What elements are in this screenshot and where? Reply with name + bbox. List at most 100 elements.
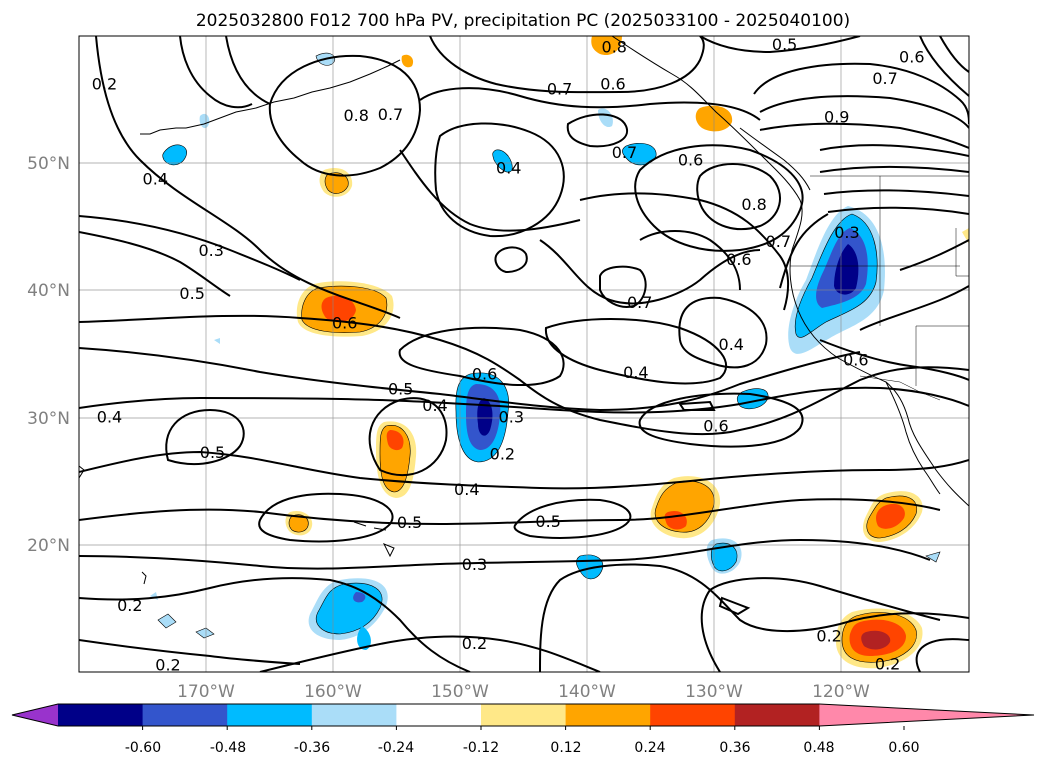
chart-title: 2025032800 F012 700 hPa PV, precipitatio… xyxy=(196,11,850,31)
precip-blob xyxy=(162,144,187,166)
contour-label: 0.8 xyxy=(602,37,627,56)
precip-blob xyxy=(834,244,859,295)
contour-label: 0.7 xyxy=(766,232,791,251)
precip-blob xyxy=(861,630,891,650)
contour-label: 0.3 xyxy=(499,408,524,427)
pv-contour xyxy=(95,36,401,319)
contour-label: 0.3 xyxy=(834,223,859,242)
contour-label: 0.8 xyxy=(343,106,368,125)
pv-contour xyxy=(823,189,969,197)
pv-contour xyxy=(678,296,768,369)
pv-contour xyxy=(634,144,804,252)
contour-label: 0.6 xyxy=(843,350,868,369)
precip-blob xyxy=(353,592,366,603)
colorbar-segment xyxy=(481,704,567,726)
pv-contour xyxy=(513,498,632,539)
contour-label: 0.7 xyxy=(378,105,403,124)
canada-coast xyxy=(739,127,811,191)
contour-label: 0.3 xyxy=(199,241,224,260)
pv-contour xyxy=(899,239,969,271)
precip-blob xyxy=(357,626,371,650)
pv-contour xyxy=(759,122,969,149)
colorbar-segment xyxy=(142,704,228,726)
pv-contour xyxy=(566,113,629,148)
pv-contour xyxy=(79,386,969,414)
pv-contour xyxy=(819,339,969,381)
pv-contour xyxy=(258,492,394,543)
contour-label: 0.5 xyxy=(200,443,225,462)
precip-blob xyxy=(710,542,738,572)
state-border xyxy=(790,175,969,386)
pv-contour xyxy=(579,192,790,311)
pv-contour xyxy=(539,239,761,305)
precip-blob xyxy=(876,503,905,529)
pv-contour xyxy=(939,36,969,73)
x-tick-label: 170°W xyxy=(177,682,235,702)
x-tick-label: 140°W xyxy=(558,682,616,702)
pv-contour xyxy=(165,408,245,466)
colorbar-tick-label: -0.60 xyxy=(125,740,161,756)
contour-label: 0.4 xyxy=(97,408,122,427)
pv-contour xyxy=(79,314,969,436)
graticule xyxy=(79,36,969,672)
contour-label: 0.7 xyxy=(627,293,652,312)
colorbar-tick-label: -0.36 xyxy=(294,740,330,756)
pv-contours xyxy=(79,36,969,672)
precip-blob xyxy=(925,551,941,563)
contour-label: 0.4 xyxy=(422,396,447,415)
contour-label: 0.4 xyxy=(623,363,648,382)
colorbar-segment xyxy=(650,704,736,726)
contour-label: 0.6 xyxy=(472,364,497,383)
precip-blob xyxy=(157,613,177,629)
map-background xyxy=(79,36,969,672)
contour-label: 0.2 xyxy=(117,596,142,615)
colorbar-tick-labels: -0.60 -0.48 -0.36 -0.24 -0.12 0.12 0.24 … xyxy=(125,740,920,756)
contour-label: 0.5 xyxy=(397,513,422,532)
x-tick-label: 120°W xyxy=(812,682,870,702)
contour-label: 0.6 xyxy=(332,313,357,332)
precip-blob xyxy=(321,295,356,323)
colorbar-tick-label: 0.12 xyxy=(550,740,581,756)
contour-label: 0.7 xyxy=(547,79,572,98)
pv-contour xyxy=(678,400,716,411)
mexico-border xyxy=(859,375,941,401)
pv-contour xyxy=(638,392,804,448)
contour-label: 0.2 xyxy=(875,654,900,673)
pv-contour xyxy=(79,347,861,412)
colorbar-segment xyxy=(58,704,144,726)
contour-label: 0.5 xyxy=(388,380,413,399)
colorbar xyxy=(11,703,1035,730)
precip-blob xyxy=(598,108,613,128)
contour-label: 0.2 xyxy=(490,444,515,463)
colorbar-tick-label: -0.12 xyxy=(463,740,499,756)
pv-contour xyxy=(368,397,448,476)
small-island xyxy=(141,571,147,585)
colorbar-segment xyxy=(227,704,313,726)
colorbar-segment xyxy=(396,704,482,726)
pv-contour xyxy=(434,122,565,238)
pv-contour xyxy=(599,265,647,308)
precip-blob xyxy=(477,398,493,436)
precip-blob xyxy=(492,149,513,173)
contour-label: 0.4 xyxy=(143,170,168,189)
x-tick-label: 150°W xyxy=(431,682,489,702)
contour-label: 0.7 xyxy=(872,69,897,88)
contour-label: 0.2 xyxy=(816,626,841,645)
pv-contour xyxy=(915,638,969,672)
contour-label: 0.6 xyxy=(703,417,728,436)
pv-contour xyxy=(79,450,969,490)
pv-contour xyxy=(179,36,253,109)
precip-blob xyxy=(386,430,404,451)
colorbar-tick-label: -0.24 xyxy=(378,740,414,756)
contour-label: 0.4 xyxy=(719,335,744,354)
pv-contour xyxy=(819,165,969,173)
precip-blob xyxy=(195,627,215,639)
pv-contour xyxy=(779,213,829,289)
precip-blob xyxy=(622,143,657,166)
precip-blob xyxy=(401,54,414,68)
contour-label: 0.4 xyxy=(454,480,479,499)
contour-label: 0.6 xyxy=(678,151,703,170)
pv-contour xyxy=(259,635,601,672)
contour-label: 0.3 xyxy=(462,555,487,574)
